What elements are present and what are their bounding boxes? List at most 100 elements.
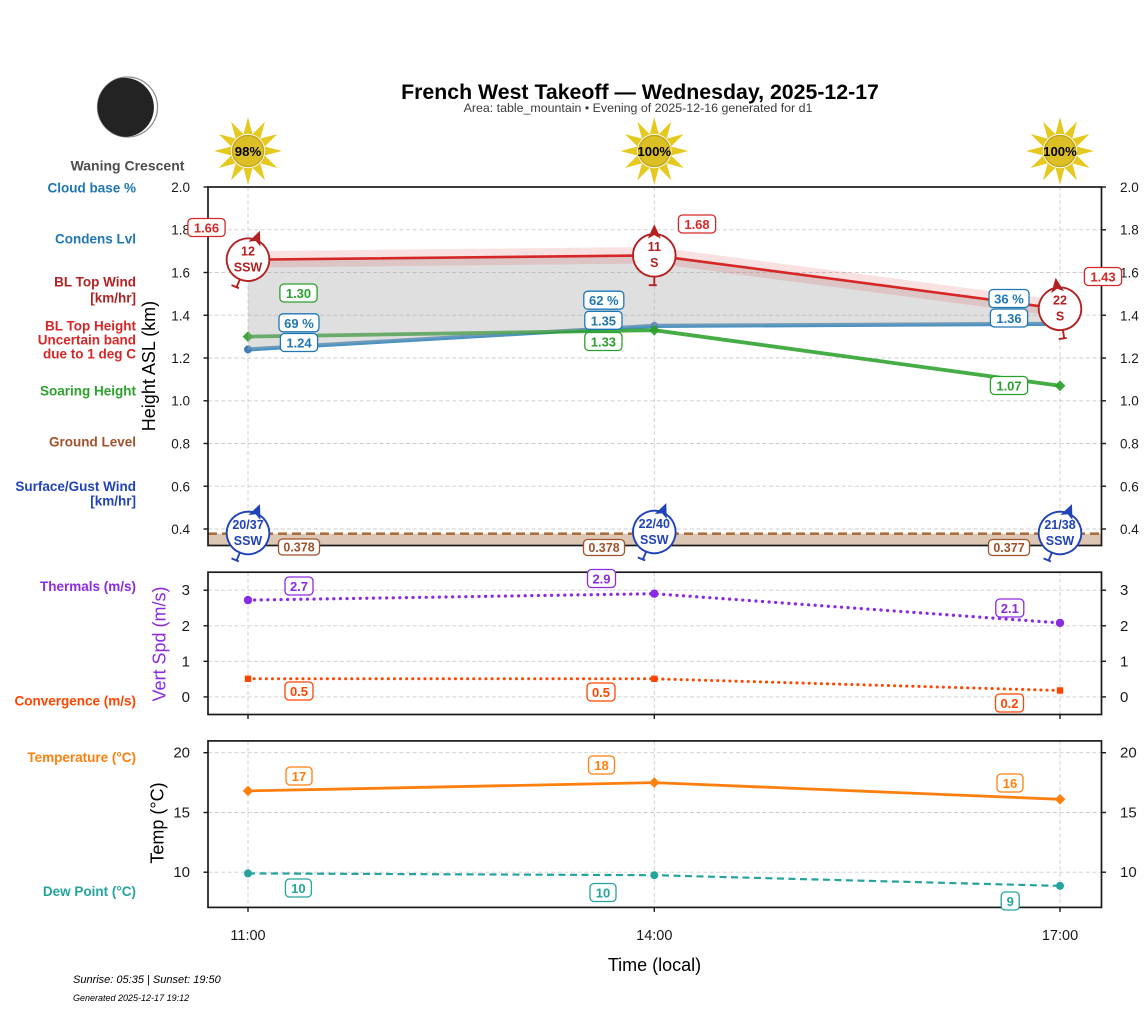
svg-text:1.43: 1.43 [1090,270,1115,285]
svg-text:Dew Point (°C): Dew Point (°C) [43,884,136,899]
svg-text:98%: 98% [235,144,262,159]
svg-text:2.0: 2.0 [1120,180,1139,195]
svg-text:0: 0 [182,689,190,706]
svg-text:1: 1 [1120,653,1128,670]
svg-text:2: 2 [182,618,190,635]
svg-text:2.1: 2.1 [1001,601,1019,616]
svg-text:BL Top Wind: BL Top Wind [54,274,136,289]
svg-text:1.6: 1.6 [171,266,190,281]
svg-text:9: 9 [1007,894,1014,909]
svg-text:Ground Level: Ground Level [49,435,136,450]
svg-text:21/38: 21/38 [1044,518,1075,532]
svg-text:Thermals (m/s): Thermals (m/s) [40,579,136,594]
svg-text:2.9: 2.9 [592,572,610,587]
svg-text:0.4: 0.4 [1120,522,1139,537]
svg-text:11: 11 [648,240,661,254]
svg-text:Time (local): Time (local) [608,955,701,975]
svg-text:1.6: 1.6 [1120,266,1139,281]
svg-text:20: 20 [173,745,190,762]
svg-text:1.8: 1.8 [171,223,190,238]
svg-text:1.66: 1.66 [194,221,219,236]
svg-text:0.2: 0.2 [1000,696,1018,711]
svg-text:18: 18 [594,758,608,773]
svg-text:Soaring Height: Soaring Height [40,384,137,399]
svg-text:100%: 100% [637,144,671,159]
svg-text:Waning Crescent: Waning Crescent [71,158,185,174]
svg-text:10: 10 [291,881,305,896]
svg-text:SSW: SSW [1046,534,1075,548]
svg-text:10: 10 [173,864,190,881]
svg-text:Temp (°C): Temp (°C) [148,782,168,863]
svg-text:French West Takeoff — Wednesda: French West Takeoff — Wednesday, 2025-12… [401,80,879,104]
svg-text:0.6: 0.6 [1120,479,1139,494]
svg-text:Condens Lvl: Condens Lvl [55,231,136,246]
svg-text:Temperature (°C): Temperature (°C) [27,750,136,765]
svg-text:22: 22 [1053,294,1067,308]
svg-text:Generated 2025-12-17 19:12: Generated 2025-12-17 19:12 [73,993,189,1003]
svg-text:14:00: 14:00 [636,928,672,944]
svg-text:15: 15 [173,805,190,822]
svg-text:0.377: 0.377 [993,541,1024,555]
svg-text:20/37: 20/37 [232,518,263,532]
svg-text:0.4: 0.4 [171,522,190,537]
svg-text:0.378: 0.378 [588,541,619,555]
svg-text:36 %: 36 % [994,292,1024,307]
svg-text:S: S [650,256,658,270]
svg-text:0: 0 [1120,689,1128,706]
svg-text:15: 15 [1120,805,1137,822]
svg-text:0.378: 0.378 [283,541,314,555]
svg-text:62 %: 62 % [589,293,619,308]
svg-text:Cloud base %: Cloud base % [47,180,136,195]
svg-text:12: 12 [241,245,255,259]
svg-text:69 %: 69 % [284,316,314,331]
svg-text:1.36: 1.36 [996,311,1021,326]
svg-text:100%: 100% [1043,144,1077,159]
svg-text:10: 10 [1120,864,1137,881]
svg-text:2.0: 2.0 [171,180,190,195]
svg-text:20: 20 [1120,745,1137,762]
svg-text:17: 17 [292,769,306,784]
svg-text:1.8: 1.8 [1120,223,1139,238]
svg-text:1.2: 1.2 [1120,351,1139,366]
svg-text:due to 1 deg C: due to 1 deg C [43,346,136,361]
svg-text:Height ASL (km): Height ASL (km) [139,301,159,431]
svg-text:1.0: 1.0 [1120,394,1139,409]
svg-text:17:00: 17:00 [1042,928,1078,944]
svg-text:Uncertain band: Uncertain band [38,333,136,348]
svg-text:3: 3 [1120,582,1128,599]
svg-text:1.07: 1.07 [996,379,1021,394]
svg-text:S: S [1056,310,1064,324]
svg-text:1.30: 1.30 [286,286,311,301]
svg-text:0.8: 0.8 [1120,437,1139,452]
svg-text:1.4: 1.4 [171,308,190,323]
svg-text:BL Top Height: BL Top Height [45,319,136,334]
svg-text:Vert Spd (m/s): Vert Spd (m/s) [150,586,170,701]
svg-text:Sunrise: 05:35 | Sunset: 19:50: Sunrise: 05:35 | Sunset: 19:50 [73,974,222,986]
svg-text:[km/hr]: [km/hr] [90,494,136,509]
svg-text:2: 2 [1120,618,1128,635]
svg-text:1: 1 [182,653,190,670]
svg-text:1.4: 1.4 [1120,308,1139,323]
svg-text:Convergence (m/s): Convergence (m/s) [14,694,136,709]
svg-text:1.2: 1.2 [171,351,190,366]
svg-text:1.68: 1.68 [684,217,709,232]
svg-text:0.6: 0.6 [171,479,190,494]
svg-text:1.24: 1.24 [286,336,312,351]
svg-text:22/40: 22/40 [639,517,670,531]
svg-text:1.33: 1.33 [591,335,616,350]
svg-text:SSW: SSW [234,261,263,275]
svg-text:0.5: 0.5 [592,685,610,700]
svg-text:SSW: SSW [640,533,669,547]
svg-text:0.5: 0.5 [290,684,308,699]
svg-text:3: 3 [182,582,190,599]
svg-text:1.0: 1.0 [171,394,190,409]
svg-text:0.8: 0.8 [171,437,190,452]
svg-text:Surface/Gust Wind: Surface/Gust Wind [15,479,136,494]
svg-text:SSW: SSW [234,534,263,548]
svg-text:16: 16 [1003,776,1017,791]
svg-text:Area: table_mountain • Evening: Area: table_mountain • Evening of 2025-1… [464,101,813,115]
svg-text:1.35: 1.35 [591,313,616,328]
svg-text:10: 10 [596,886,610,901]
svg-text:[km/hr]: [km/hr] [90,291,136,306]
svg-text:11:00: 11:00 [230,928,265,944]
